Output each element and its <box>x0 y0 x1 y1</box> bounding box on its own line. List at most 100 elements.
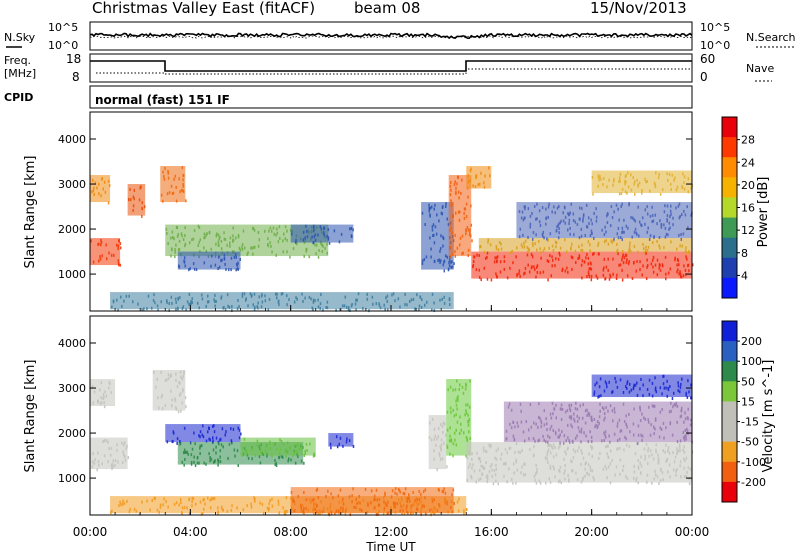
velocity-ylabel: Slant Range [km] <box>23 360 38 473</box>
velocity-panel-colorbar-swatch <box>722 421 737 443</box>
nsearch-tick-bottom: 10^0 <box>700 39 730 52</box>
power-panel-colorbar-swatch <box>722 137 737 158</box>
time-tick-label: 16:00 <box>474 525 509 539</box>
velocity-panel-echo-region <box>290 487 455 517</box>
power-panel-echo-region <box>421 202 455 273</box>
time-tick-label: 00:00 <box>675 525 710 539</box>
power-panel-echo-region <box>591 170 693 196</box>
velocity-panel-colorbar-tick: 50 <box>741 375 755 388</box>
velocity-panel-echo-region <box>328 433 355 450</box>
velocity-panel-echo-region <box>466 442 694 486</box>
velocity-panel-colorbar-tick: -50 <box>741 436 759 449</box>
power-panel-echo-region <box>290 224 354 245</box>
station-title: Christmas Valley East (fitACF) <box>92 0 315 17</box>
nsearch-label: N.Search <box>746 31 796 44</box>
power-panel-echo-region <box>516 202 693 241</box>
velocity-panel-ytick-label: 4000 <box>58 337 86 350</box>
power-panel-colorbar-tick: 28 <box>741 134 755 147</box>
velocity-panel-echo-region <box>90 379 116 409</box>
velocity-panel-colorbar-tick: 15 <box>741 395 755 408</box>
power-panel-colorbar-swatch <box>722 197 737 219</box>
power-panel-colorbar-tick: 8 <box>741 247 748 260</box>
cpid-panel <box>89 85 693 109</box>
velocity-panel-colorbar-tick: 200 <box>741 335 762 348</box>
power-panel-colorbar-swatch <box>722 237 737 259</box>
nave-label: Nave <box>746 62 774 75</box>
velocity-panel-colorbar-swatch <box>722 401 737 423</box>
power-panel-ytick-label: 1000 <box>58 268 86 281</box>
velocity-panel-colorbar-swatch <box>722 481 737 503</box>
date-label: 15/Nov/2013 <box>590 0 687 17</box>
velocity-panel-ytick-label: 2000 <box>58 427 86 440</box>
power-panel-echo-region <box>90 175 111 205</box>
power-panel-colorbar-swatch <box>722 117 737 138</box>
power-colorbar-label: Power [dB] <box>756 177 771 248</box>
freq-tick-bottom: 8 <box>72 70 80 84</box>
time-tick-label: 04:00 <box>173 525 208 539</box>
freq-trace <box>90 60 692 72</box>
power-panel-ytick-label: 3000 <box>58 178 86 191</box>
nsky-trace <box>89 32 693 40</box>
power-panel-colorbar-tick: 20 <box>741 179 755 192</box>
time-tick-label: 00:00 <box>73 525 108 539</box>
time-tick-label: 12:00 <box>374 525 409 539</box>
cpid-label: CPID <box>4 91 33 104</box>
velocity-panel-echo-region <box>428 415 448 472</box>
beam-label: beam 08 <box>354 0 420 17</box>
nsky-label: N.Sky <box>4 31 36 44</box>
power-panel-ytick-label: 2000 <box>58 223 86 236</box>
velocity-panel-colorbar-tick: 100 <box>741 355 762 368</box>
power-panel-echo-region <box>471 251 694 282</box>
power-panel-echo-region <box>110 292 454 313</box>
time-axis-label: Time UT <box>365 540 416 554</box>
velocity-panel-echo-region <box>165 424 242 445</box>
power-panel-colorbar-tick: 4 <box>741 269 748 282</box>
freq-tick-top: 18 <box>66 52 81 66</box>
velocity-panel-echo-region <box>152 370 187 414</box>
power-panel-echo-region <box>466 166 492 190</box>
freq-unit: [MHz] <box>4 67 36 80</box>
velocity-panel-colorbar-swatch <box>722 321 737 342</box>
velocity-panel-echo-region <box>240 437 316 459</box>
power-panel-echo-region <box>160 166 187 203</box>
velocity-colorbar-label: Velocity [m s^-1] <box>761 360 776 473</box>
power-panel-colorbar-swatch <box>722 257 737 279</box>
nave-tick-top: 60 <box>700 52 715 66</box>
power-panel-colorbar-swatch <box>722 177 737 198</box>
nsky-tick-bottom: 10^0 <box>48 39 78 52</box>
velocity-panel-colorbar-tick: -15 <box>741 416 759 429</box>
velocity-panel-echo-region <box>591 374 692 400</box>
power-colorbar: 28 24 20 16 12 8 4 <box>721 116 755 299</box>
freq-label: Freq. <box>4 54 31 67</box>
power-panel-echo-region <box>478 238 692 255</box>
freq-panel: Freq. [MHz] 18 8 60 0 Nave <box>4 52 774 84</box>
power-panel-colorbar-swatch <box>722 157 737 178</box>
time-tick-label: 08:00 <box>273 525 308 539</box>
velocity-panel-colorbar-swatch <box>722 461 737 483</box>
velocity-panel-colorbar-swatch <box>722 361 737 382</box>
velocity-panel-ytick-label: 3000 <box>58 382 86 395</box>
nsky-tick-top: 10^5 <box>48 21 78 34</box>
power-panel-colorbar-swatch <box>722 217 737 239</box>
nsky-panel: N.Sky 10^5 10^0 10^5 10^0 N.Search <box>4 21 796 52</box>
velocity-panel-colorbar-tick: -200 <box>741 476 766 489</box>
velocity-panel: 4000 3000 2000 1000 Slant Range [km] <box>23 315 694 517</box>
power-panel-echo-region <box>448 175 473 259</box>
velocity-panel-ytick-label: 1000 <box>58 472 86 485</box>
power-ylabel: Slant Range [km] <box>23 156 38 269</box>
velocity-panel-colorbar-swatch <box>722 341 737 362</box>
velocity-colorbar: 200 100 50 15 -15 -50 -100 -200 <box>721 320 766 503</box>
cpid-text: normal (fast) 151 IF <box>95 93 230 107</box>
nsearch-trace <box>89 35 693 39</box>
velocity-panel-echo-region <box>503 401 693 445</box>
nsearch-tick-top: 10^5 <box>700 21 730 34</box>
power-panel-echo-region <box>90 238 122 267</box>
nave-trace <box>96 68 692 75</box>
power-panel-colorbar-tick: 24 <box>741 156 755 169</box>
power-panel-colorbar-swatch <box>722 277 737 299</box>
time-tick-label: 20:00 <box>574 525 609 539</box>
power-panel-echo-region <box>127 184 146 218</box>
nave-tick-bottom: 0 <box>700 70 708 84</box>
velocity-panel-colorbar-swatch <box>722 381 737 402</box>
